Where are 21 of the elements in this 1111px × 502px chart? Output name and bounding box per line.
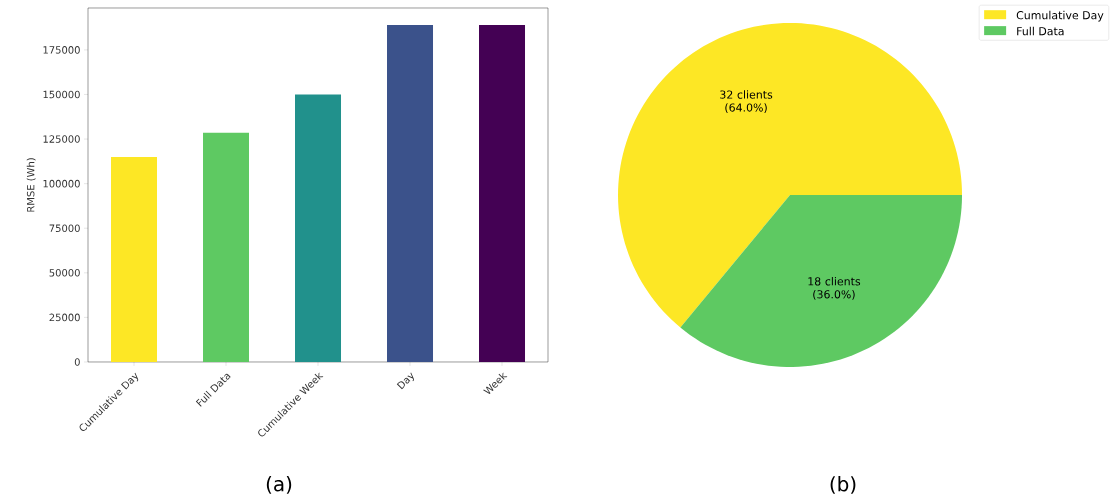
bar (387, 24, 434, 362)
y-tick-label: 25000 (49, 313, 80, 322)
y-tick-label: 100000 (43, 179, 80, 188)
text: (b) (830, 476, 856, 494)
legend-label: Cumulative Day (1016, 10, 1104, 22)
y-tick-label: 150000 (43, 90, 80, 99)
y-tick-label: 175000 (43, 46, 80, 54)
data-label: 32 clients (64.0%) (720, 90, 773, 113)
y-tick-label: 125000 (43, 135, 80, 143)
legend-label: Full Data (1017, 26, 1064, 36)
y-tick-label: 0 (74, 358, 80, 366)
bar (203, 132, 250, 362)
bar (295, 94, 342, 362)
x-tick-label: Day (396, 372, 414, 390)
y-tick-label: 50000 (49, 269, 80, 277)
data-label: 18 clients (36.0%) (808, 277, 861, 300)
bar (111, 156, 158, 362)
bar (479, 24, 526, 362)
y-axis-title: RMSE (Wh) (26, 158, 36, 212)
y-tick-label: 75000 (49, 224, 80, 232)
text: (a) (266, 476, 292, 494)
